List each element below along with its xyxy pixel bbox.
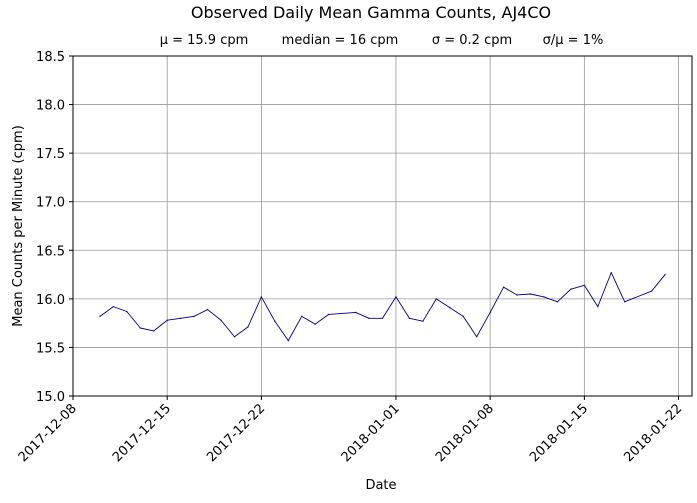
y-tick-label: 16.0: [36, 293, 65, 308]
data-point: [422, 320, 424, 323]
data-point: [287, 339, 290, 342]
data-point: [327, 313, 330, 316]
data-point: [570, 288, 572, 290]
data-point: [179, 317, 182, 320]
data-point: [139, 327, 142, 329]
data-point: [502, 286, 505, 289]
y-axis-label: Mean Counts per Minute (cpm): [11, 125, 26, 327]
y-tick-label: 15.5: [36, 341, 65, 356]
data-point: [529, 293, 532, 295]
data-point: [408, 317, 411, 320]
data-point: [126, 310, 128, 313]
y-tick-label: 16.5: [36, 244, 65, 259]
y-tick-label: 17.5: [36, 147, 65, 162]
data-point: [489, 311, 491, 314]
data-point: [610, 271, 613, 274]
series-layer: [99, 271, 666, 342]
data-point: [462, 315, 465, 318]
data-point: [543, 296, 545, 298]
grid: [73, 56, 692, 396]
data-point: [435, 298, 438, 300]
data-point: [354, 311, 357, 314]
subtitle-item: σ/μ = 1%: [543, 33, 604, 48]
data-point: [314, 323, 317, 325]
data-point: [206, 308, 209, 311]
data-point: [650, 290, 653, 292]
data-point: [556, 300, 559, 303]
data-point: [664, 273, 666, 276]
data-point: [597, 305, 599, 308]
chart-subtitle: μ = 15.9 cpm median = 16 cpm σ = 0.2 cpm σ/…: [160, 33, 604, 48]
data-point: [112, 305, 115, 308]
subtitle-item: μ = 15.9 cpm: [160, 33, 249, 48]
data-point: [300, 315, 303, 318]
y-tick-label: 18.5: [36, 50, 65, 65]
data-point: [220, 319, 222, 322]
subtitle-item: median = 16 cpm: [282, 33, 399, 48]
chart-title: Observed Daily Mean Gamma Counts, AJ4CO: [191, 3, 551, 22]
subtitle-item: σ = 0.2 cpm: [432, 33, 512, 48]
data-point: [368, 317, 370, 320]
data-point: [247, 326, 249, 328]
data-point: [99, 315, 101, 318]
data-point: [448, 306, 451, 309]
data-point: [274, 320, 276, 323]
x-axis-label: Date: [365, 478, 396, 493]
data-point: [583, 284, 586, 287]
y-tick-label: 15.0: [36, 390, 65, 405]
data-point: [381, 317, 384, 320]
plot-frame: [72, 55, 693, 397]
data-point: [475, 335, 478, 338]
data-point: [193, 315, 195, 318]
data-point: [516, 294, 518, 296]
y-tick-label: 17.0: [36, 196, 65, 211]
data-point: [166, 319, 168, 322]
data-point: [152, 330, 155, 332]
data-point: [260, 296, 263, 298]
data-point: [623, 300, 626, 303]
data-point: [233, 335, 236, 338]
data-point: [395, 296, 397, 298]
y-tick-label: 18.0: [36, 99, 65, 114]
